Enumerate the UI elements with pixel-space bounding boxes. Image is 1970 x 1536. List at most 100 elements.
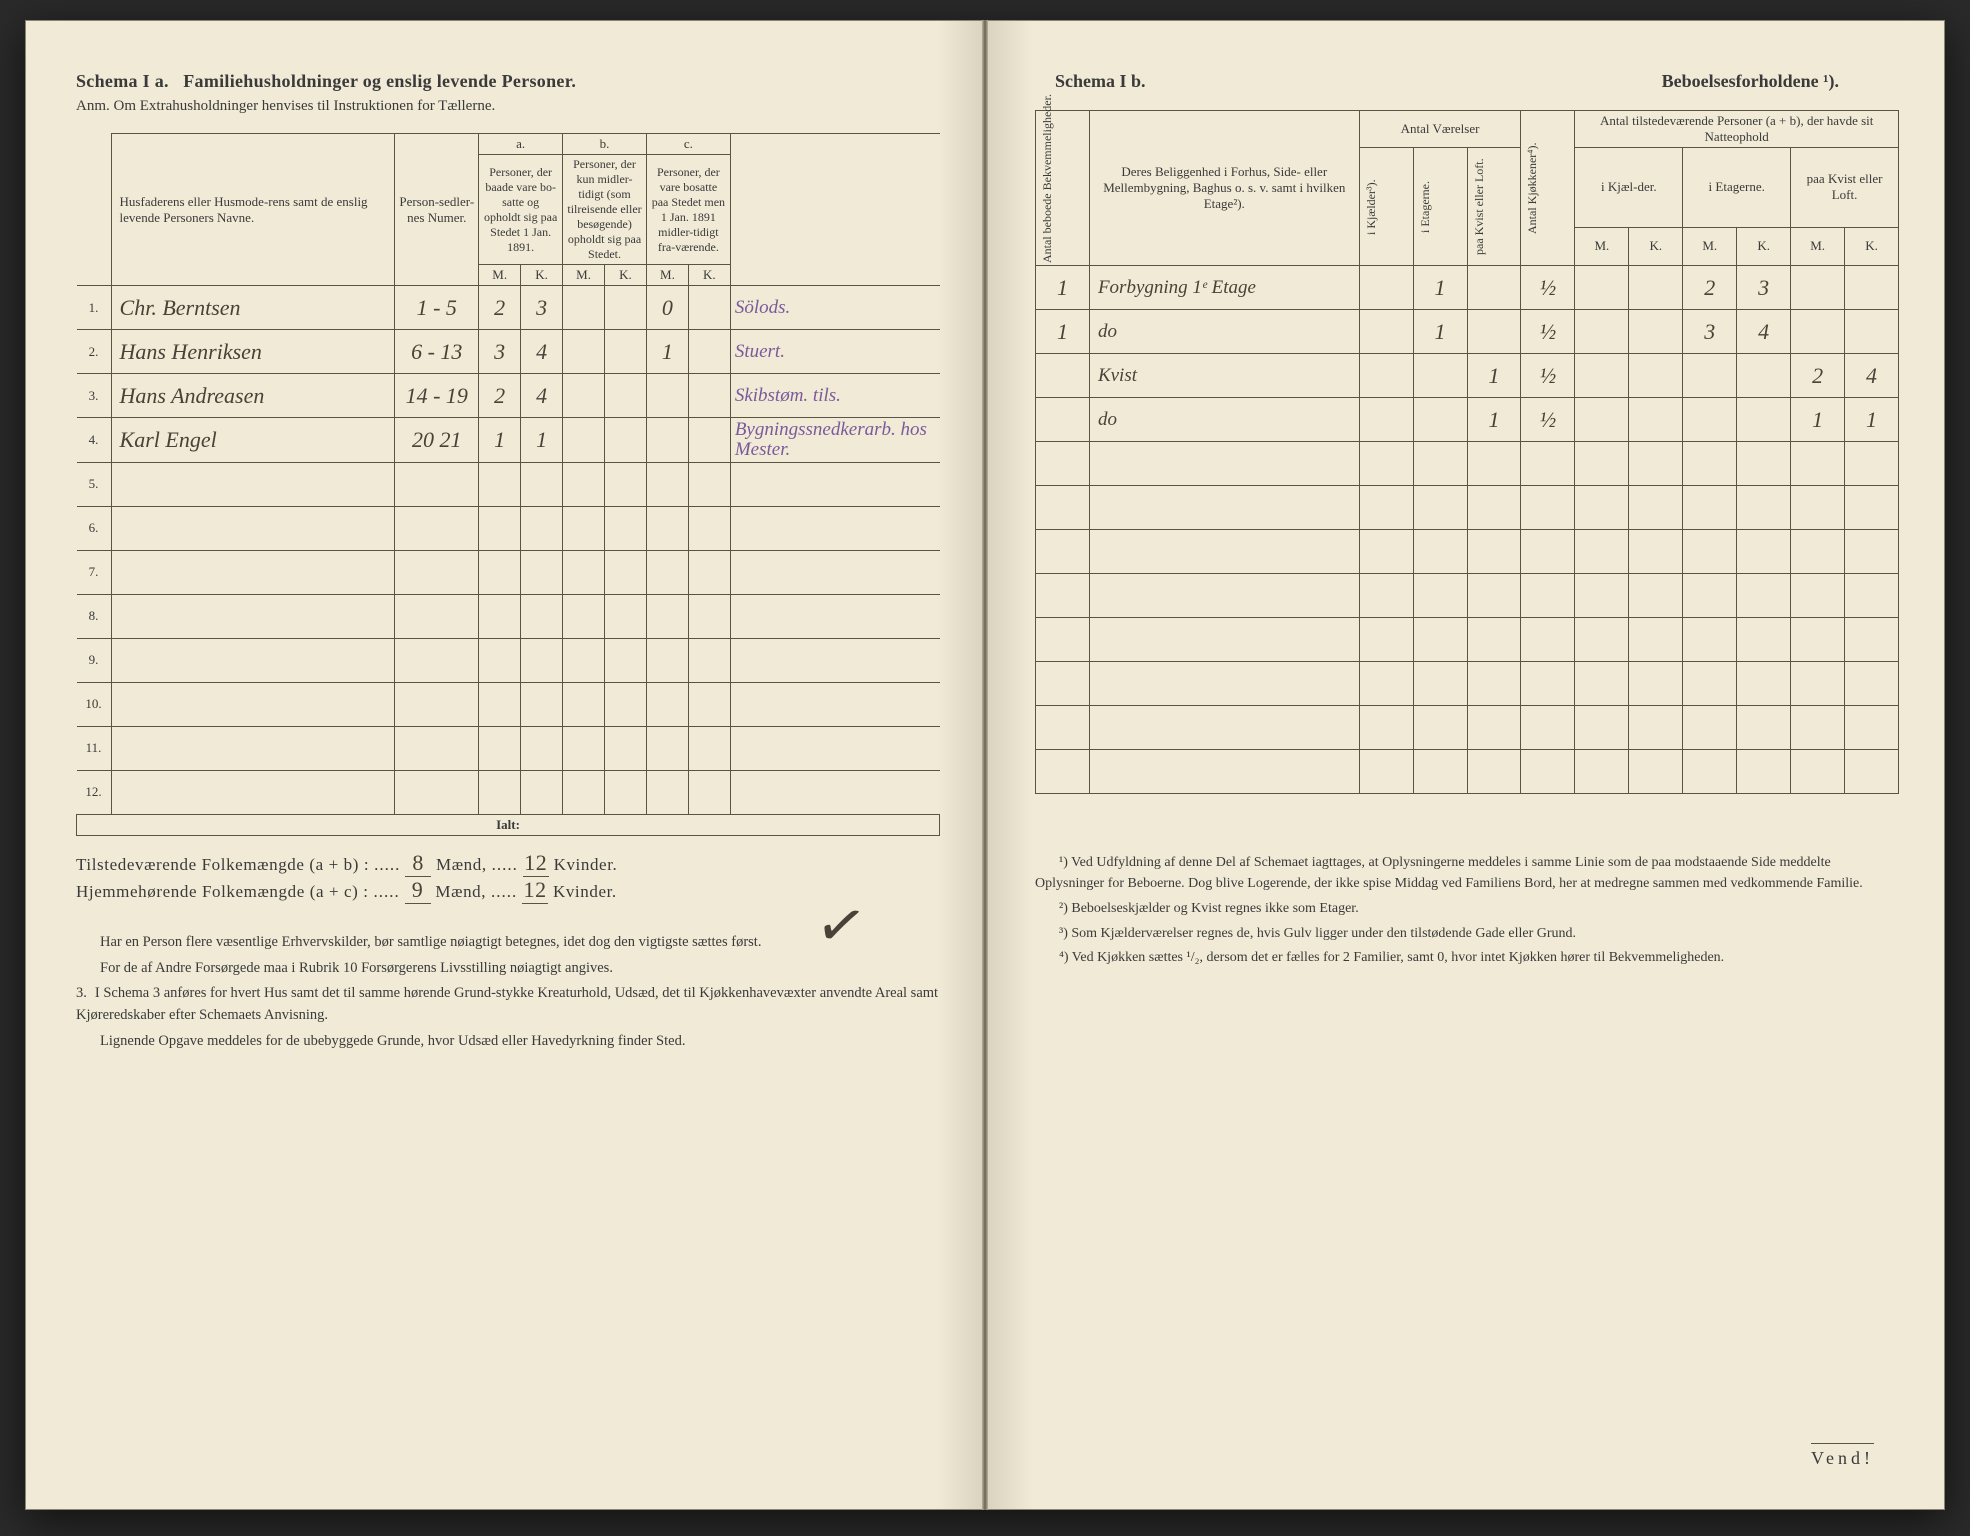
col-occupation — [730, 134, 939, 286]
cell-ek — [1737, 662, 1791, 706]
cell-aK — [521, 682, 563, 726]
cell-belig — [1089, 750, 1359, 794]
cell-bekv — [1036, 574, 1090, 618]
col-belig: Deres Beliggenhed i Forhus, Side- eller … — [1089, 111, 1359, 266]
cell-cM — [646, 770, 688, 814]
ialt-label: Ialt: — [77, 814, 940, 835]
cell-em — [1683, 398, 1737, 442]
row-number: 2. — [77, 330, 112, 374]
footnote-2: ²) Beboelseskjælder og Kvist regnes ikke… — [1035, 898, 1899, 920]
cell-nums — [395, 594, 479, 638]
cell-em — [1683, 750, 1737, 794]
cell-ek: 4 — [1737, 310, 1791, 354]
cell-km — [1575, 706, 1629, 750]
cell-kk — [1629, 618, 1683, 662]
cell-occupation — [730, 594, 939, 638]
footnote-1: ¹) Ved Udfyldning af denne Del af Schema… — [1035, 852, 1899, 895]
cell-lm — [1791, 662, 1845, 706]
cell-bM — [563, 506, 605, 550]
cell-name: Chr. Berntsen — [111, 286, 395, 330]
cell-kj — [1359, 750, 1413, 794]
table-row: 1.Chr. Berntsen1 - 5230Sölods. — [77, 286, 940, 330]
cell-nums: 6 - 13 — [395, 330, 479, 374]
cell-aK — [521, 726, 563, 770]
cell-kk — [1629, 750, 1683, 794]
col-n-etag: i Etagerne. — [1683, 148, 1791, 228]
col-v-kvist: paa Kvist eller Loft. — [1467, 148, 1521, 266]
cell-lm — [1791, 486, 1845, 530]
cell-kj — [1359, 662, 1413, 706]
row-number: 10. — [77, 682, 112, 726]
cell-nums — [395, 770, 479, 814]
cell-ek — [1737, 486, 1791, 530]
cell-kjok — [1521, 706, 1575, 750]
cell-nums — [395, 506, 479, 550]
cell-et — [1413, 442, 1467, 486]
cell-ek — [1737, 706, 1791, 750]
cell-nums: 14 - 19 — [395, 374, 479, 418]
cell-aK — [521, 638, 563, 682]
cell-bK — [605, 726, 647, 770]
cell-kv: 1 — [1467, 398, 1521, 442]
cell-aM — [479, 638, 521, 682]
cell-lm — [1791, 266, 1845, 310]
schema-1b-title: Beboelsesforholdene ¹). — [1662, 71, 1839, 92]
col-c: c. — [646, 134, 730, 155]
cell-occupation — [730, 770, 939, 814]
cell-ek — [1737, 750, 1791, 794]
cell-cK — [688, 374, 730, 418]
col-a: a. — [479, 134, 563, 155]
cell-bM — [563, 726, 605, 770]
cell-name — [111, 462, 395, 506]
cell-bM — [563, 594, 605, 638]
table-row — [1036, 574, 1899, 618]
cell-kv — [1467, 706, 1521, 750]
cell-lk: 1 — [1845, 398, 1899, 442]
row-number: 4. — [77, 418, 112, 463]
cell-bekv — [1036, 442, 1090, 486]
cell-aK — [521, 506, 563, 550]
col-persnum: Person-sedler-nes Numer. — [395, 134, 479, 286]
schema-1a-subtitle: Anm. Om Extrahusholdninger henvises til … — [76, 98, 940, 115]
cell-et — [1413, 574, 1467, 618]
totals-line-1: Tilstedeværende Folkemængde (a + b) : ..… — [76, 850, 940, 877]
cell-aM: 3 — [479, 330, 521, 374]
cell-lk — [1845, 750, 1899, 794]
cell-belig — [1089, 618, 1359, 662]
cell-cM — [646, 462, 688, 506]
cell-aK — [521, 594, 563, 638]
cell-bekv — [1036, 530, 1090, 574]
cell-kjok: ½ — [1521, 398, 1575, 442]
cell-ek — [1737, 530, 1791, 574]
cell-belig — [1089, 662, 1359, 706]
cell-nums — [395, 726, 479, 770]
cell-lm: 2 — [1791, 354, 1845, 398]
schema-1b-label: Schema I b. — [1055, 71, 1146, 92]
cell-bM — [563, 462, 605, 506]
cell-kv — [1467, 750, 1521, 794]
cell-km — [1575, 486, 1629, 530]
cell-ek — [1737, 354, 1791, 398]
book-spine — [982, 20, 988, 1510]
table-row: 1Forbygning 1ᵉ Etage1½23 — [1036, 266, 1899, 310]
cell-cK — [688, 462, 730, 506]
cell-kk — [1629, 574, 1683, 618]
totals-line-2: Hjemmehørende Folkemængde (a + c) : ....… — [76, 877, 940, 904]
cell-name — [111, 726, 395, 770]
cell-nums — [395, 682, 479, 726]
schema-1a-label: Schema I a. — [76, 71, 169, 91]
cell-et — [1413, 486, 1467, 530]
cell-aK — [521, 462, 563, 506]
cell-kj — [1359, 354, 1413, 398]
cell-name — [111, 770, 395, 814]
cell-km — [1575, 354, 1629, 398]
cell-kv — [1467, 662, 1521, 706]
cell-kv — [1467, 442, 1521, 486]
cell-bK — [605, 286, 647, 330]
row-number: 6. — [77, 506, 112, 550]
cell-lm: 1 — [1791, 398, 1845, 442]
cell-cM — [646, 550, 688, 594]
footer-p4: Lignende Opgave meddeles for de ubebygge… — [76, 1031, 940, 1053]
row-number: 3. — [77, 374, 112, 418]
cell-em — [1683, 662, 1737, 706]
